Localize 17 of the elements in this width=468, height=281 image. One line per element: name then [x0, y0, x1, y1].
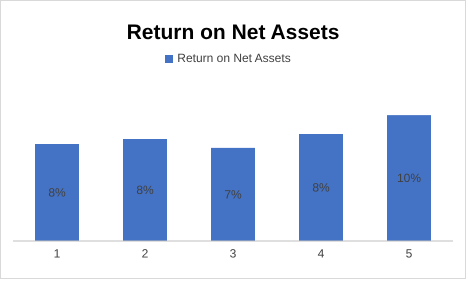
legend-label: Return on Net Assets	[177, 51, 291, 65]
data-label: 8%	[136, 183, 154, 197]
x-tick-label: 3	[230, 246, 237, 261]
bar	[387, 115, 431, 241]
data-label: 7%	[224, 187, 242, 202]
x-tick-label: 2	[142, 246, 149, 261]
data-label: 8%	[312, 180, 330, 194]
bar	[123, 139, 167, 241]
data-label: 8%	[48, 186, 66, 200]
bar	[211, 148, 255, 241]
x-tick-label: 5	[406, 246, 413, 261]
bar	[299, 134, 343, 241]
chart-title: Return on Net Assets	[126, 21, 340, 46]
x-tick-label: 1	[54, 246, 61, 261]
bar	[35, 144, 79, 241]
data-label: 10%	[396, 171, 422, 186]
x-tick-label: 4	[318, 246, 325, 261]
